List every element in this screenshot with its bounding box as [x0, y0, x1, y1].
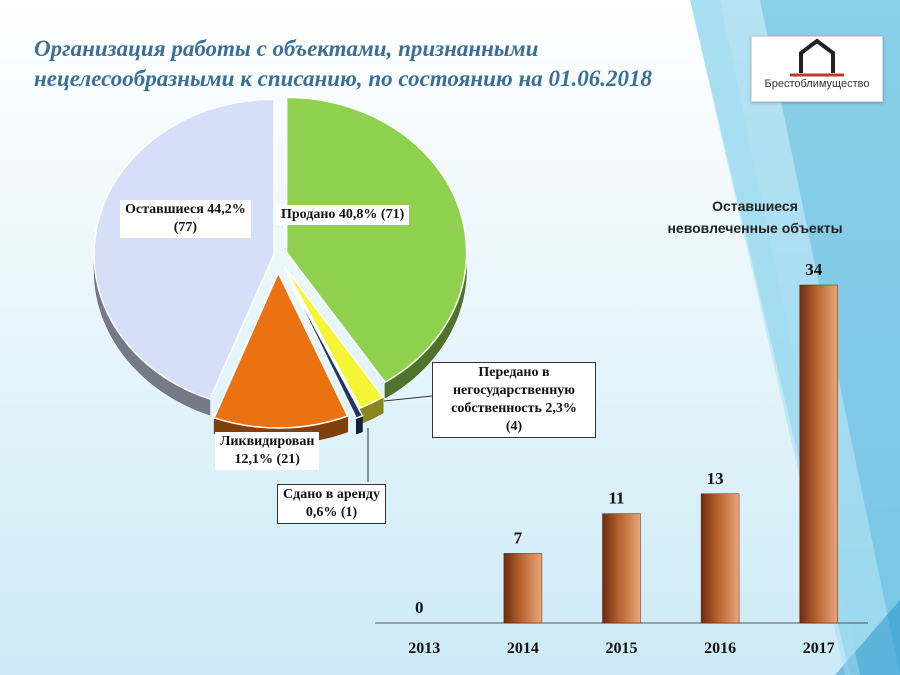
company-logo: Брестоблимущество [751, 36, 883, 102]
pie-leader-lines [367, 395, 433, 482]
bar-tick-label-2013: 2013 [408, 640, 440, 657]
bar-value-label-2014: 7 [514, 528, 523, 547]
pie-chart [93, 96, 468, 445]
logo-text: Брестоблимущество [764, 78, 870, 90]
label-rented-line-2: 0,6% (1) [305, 505, 358, 520]
bar-2017 [799, 284, 838, 624]
label-remaining: Оставшиеся 44,2% (77) [120, 200, 251, 238]
pie-slice-sold [285, 96, 468, 384]
label-transferred-line-4: (4) [505, 419, 523, 434]
title-line-1: Организация работы с объектами, признанн… [34, 36, 539, 61]
label-liquidated: Ликвидирован 12,1% (21) [215, 432, 320, 470]
pie-slice-liquidated [213, 271, 349, 429]
slide-title: Организация работы с объектами, признанн… [34, 34, 734, 94]
bar-value-label-2013: 0 [415, 598, 424, 617]
bar-chart-title: Оставшиеся невовлеченные объекты [650, 195, 860, 239]
bar-chart-title-line-2: невовлеченные объекты [667, 220, 843, 236]
label-sold-text: Продано 40,8% (71) [281, 207, 405, 222]
bar-tick-label-2014: 2014 [507, 640, 539, 657]
bar-value-label-2016: 13 [707, 469, 724, 488]
bar-tick-label-2015: 2015 [606, 640, 638, 657]
title-line-2: нецелесообразными к списанию, по состоян… [34, 66, 653, 91]
pie-slice-rented [286, 274, 364, 420]
bar-chart: 0 2013 7 2014 11 2015 13 2016 34 2017 [375, 260, 868, 657]
label-transferred-line-1: Передано в [478, 365, 550, 380]
label-liquidated-line-2: 12,1% (21) [234, 452, 300, 467]
label-liquidated-line-1: Ликвидирован [220, 434, 315, 449]
label-remaining-line-2: (77) [173, 220, 198, 235]
house-icon [790, 38, 844, 77]
label-rented: Сдано в аренду 0,6% (1) [277, 484, 386, 524]
label-transferred: Передано в негосударственную собственнос… [432, 362, 596, 438]
bar-2015 [602, 513, 641, 624]
bar-value-label-2017: 34 [805, 260, 823, 279]
label-transferred-line-3: собственность 2,3% [451, 401, 577, 416]
bar-2014 [503, 553, 543, 624]
bar-value-label-2015: 11 [608, 489, 624, 508]
label-transferred-line-2: негосударственную [452, 383, 575, 398]
bar-2016 [700, 493, 740, 624]
bar-chart-title-line-1: Оставшиеся [712, 198, 798, 214]
bar-tick-label-2017: 2017 [803, 640, 835, 657]
bar-tick-label-2016: 2016 [704, 640, 736, 657]
label-rented-line-1: Сдано в аренду [283, 487, 380, 502]
pie-slice-remaining [93, 98, 275, 401]
pie-slice-transferred [284, 266, 385, 409]
label-remaining-line-1: Оставшиеся 44,2% [125, 202, 246, 217]
label-sold: Продано 40,8% (71) [276, 205, 410, 225]
